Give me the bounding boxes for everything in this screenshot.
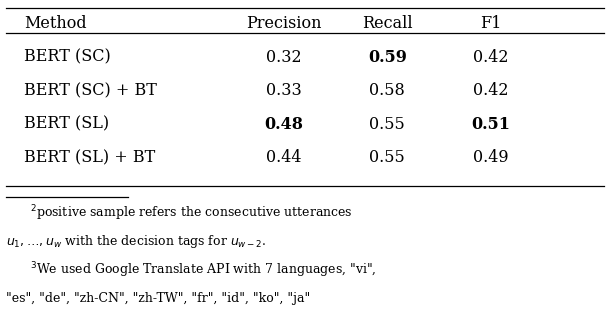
Text: 0.55: 0.55 [370,115,405,133]
Text: 0.42: 0.42 [473,49,509,66]
Text: 0.49: 0.49 [473,149,509,166]
Text: F1: F1 [480,15,502,32]
Text: $u_1, \ldots, u_w$ with the decision tags for $u_{w-2}$.: $u_1, \ldots, u_w$ with the decision tag… [6,233,267,250]
Text: 0.42: 0.42 [473,82,509,99]
Text: Method: Method [24,15,87,32]
Text: "es", "de", "zh-CN", "zh-TW", "fr", "id", "ko", "ja": "es", "de", "zh-CN", "zh-TW", "fr", "id"… [6,293,310,305]
Text: BERT (SL): BERT (SL) [24,115,110,133]
Text: ${}^3$We used Google Translate API with 7 languages, "vi",: ${}^3$We used Google Translate API with … [30,260,377,280]
Text: BERT (SC) + BT: BERT (SC) + BT [24,82,157,99]
Text: 0.33: 0.33 [266,82,301,99]
Text: 0.51: 0.51 [472,115,511,133]
Text: 0.44: 0.44 [266,149,301,166]
Text: Precision: Precision [246,15,321,32]
Text: BERT (SC): BERT (SC) [24,49,111,66]
Text: BERT (SL) + BT: BERT (SL) + BT [24,149,156,166]
Text: 0.32: 0.32 [266,49,301,66]
Text: ${}^2$positive sample refers the consecutive utterances: ${}^2$positive sample refers the consecu… [30,203,353,223]
Text: 0.59: 0.59 [368,49,407,66]
Text: 0.48: 0.48 [264,115,303,133]
Text: 0.55: 0.55 [370,149,405,166]
Text: Recall: Recall [362,15,412,32]
Text: 0.58: 0.58 [370,82,405,99]
